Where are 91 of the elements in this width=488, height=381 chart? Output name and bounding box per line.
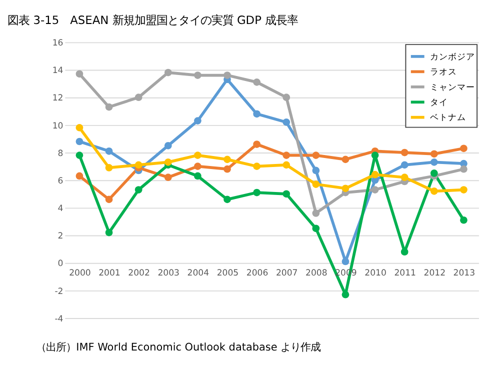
point bbox=[430, 158, 438, 166]
y-tick-label: -4 bbox=[54, 314, 64, 324]
point bbox=[105, 164, 113, 172]
point bbox=[253, 162, 260, 170]
point bbox=[312, 224, 320, 232]
point bbox=[224, 156, 231, 164]
point bbox=[400, 248, 408, 256]
x-tick-label: 2000 bbox=[69, 268, 91, 279]
point bbox=[282, 94, 290, 102]
legend-label: ラオス bbox=[430, 68, 457, 78]
x-tick-label: 2002 bbox=[128, 268, 150, 279]
point bbox=[460, 144, 468, 152]
point bbox=[342, 156, 350, 164]
point bbox=[312, 152, 320, 159]
point bbox=[371, 186, 379, 194]
text: （出所）IMF World Economic Outlook database より作成 bbox=[36, 341, 321, 354]
y-tick-label: 2 bbox=[58, 232, 64, 242]
point bbox=[105, 228, 113, 236]
y-tick-label: -2 bbox=[54, 286, 64, 297]
point bbox=[134, 94, 142, 102]
x-tick-label: 2005 bbox=[216, 268, 239, 279]
x-tick-label: 2006 bbox=[246, 268, 268, 279]
point bbox=[460, 165, 468, 173]
point bbox=[253, 110, 260, 118]
point bbox=[76, 152, 84, 159]
point bbox=[282, 152, 290, 159]
point bbox=[76, 124, 84, 132]
x-tick-label: 2013 bbox=[453, 268, 476, 279]
point bbox=[164, 158, 172, 166]
point bbox=[253, 140, 260, 148]
point bbox=[282, 161, 290, 169]
point bbox=[312, 180, 320, 188]
point bbox=[312, 166, 320, 174]
y-tick-label: 12 bbox=[52, 94, 64, 104]
chart-title: 図表 3-15 ASEAN 新規加盟国とタイの実質 GDP 成長率 bbox=[8, 13, 298, 28]
point bbox=[164, 142, 172, 150]
y-tick-label: 8 bbox=[58, 148, 64, 159]
y-tick-label: 6 bbox=[58, 176, 64, 186]
y-tick-label: 0 bbox=[58, 259, 64, 270]
point bbox=[282, 118, 290, 126]
point bbox=[253, 78, 260, 86]
point bbox=[460, 186, 468, 194]
point bbox=[224, 165, 231, 173]
point bbox=[282, 190, 290, 198]
point bbox=[164, 174, 172, 182]
y-tick-label: 4 bbox=[58, 204, 64, 214]
point bbox=[224, 196, 231, 204]
point bbox=[224, 72, 231, 79]
x-tick-label: 2003 bbox=[158, 268, 180, 279]
point bbox=[105, 147, 113, 155]
point bbox=[430, 170, 438, 177]
point bbox=[342, 258, 350, 266]
x-tick-label: 2012 bbox=[424, 268, 446, 279]
point bbox=[164, 68, 172, 76]
point bbox=[194, 162, 202, 170]
point bbox=[371, 170, 379, 178]
y-tick-label: 10 bbox=[52, 121, 64, 132]
point bbox=[134, 186, 142, 194]
point bbox=[400, 174, 408, 182]
x-tick-label: 2004 bbox=[187, 268, 210, 279]
point bbox=[76, 70, 84, 78]
legend-label: カンボジア bbox=[430, 51, 475, 62]
point bbox=[134, 161, 142, 169]
point bbox=[430, 187, 438, 195]
point bbox=[430, 150, 438, 158]
legend-label: タイ bbox=[430, 98, 448, 108]
point bbox=[342, 184, 350, 192]
point bbox=[76, 138, 84, 146]
y-tick-label: 14 bbox=[52, 66, 64, 76]
point bbox=[460, 216, 468, 224]
point bbox=[105, 196, 113, 204]
legend-label: ベトナム bbox=[430, 113, 466, 124]
point bbox=[400, 148, 408, 156]
y-tick-label: 16 bbox=[52, 38, 64, 49]
point bbox=[253, 188, 260, 196]
point bbox=[194, 172, 202, 180]
point bbox=[194, 152, 202, 159]
point bbox=[312, 210, 320, 217]
point bbox=[76, 172, 84, 180]
point bbox=[400, 161, 408, 169]
point bbox=[105, 103, 113, 111]
point bbox=[342, 290, 350, 298]
x-tick-label: 2010 bbox=[364, 268, 386, 279]
x-tick-label: 2001 bbox=[98, 268, 120, 279]
point bbox=[371, 152, 379, 159]
point bbox=[194, 72, 202, 79]
x-tick-label: 2007 bbox=[276, 268, 298, 279]
point bbox=[194, 117, 202, 124]
x-tick-label: 2008 bbox=[306, 268, 328, 279]
x-tick-label: 2011 bbox=[394, 268, 416, 279]
legend-label: ミャンマー bbox=[430, 82, 475, 93]
